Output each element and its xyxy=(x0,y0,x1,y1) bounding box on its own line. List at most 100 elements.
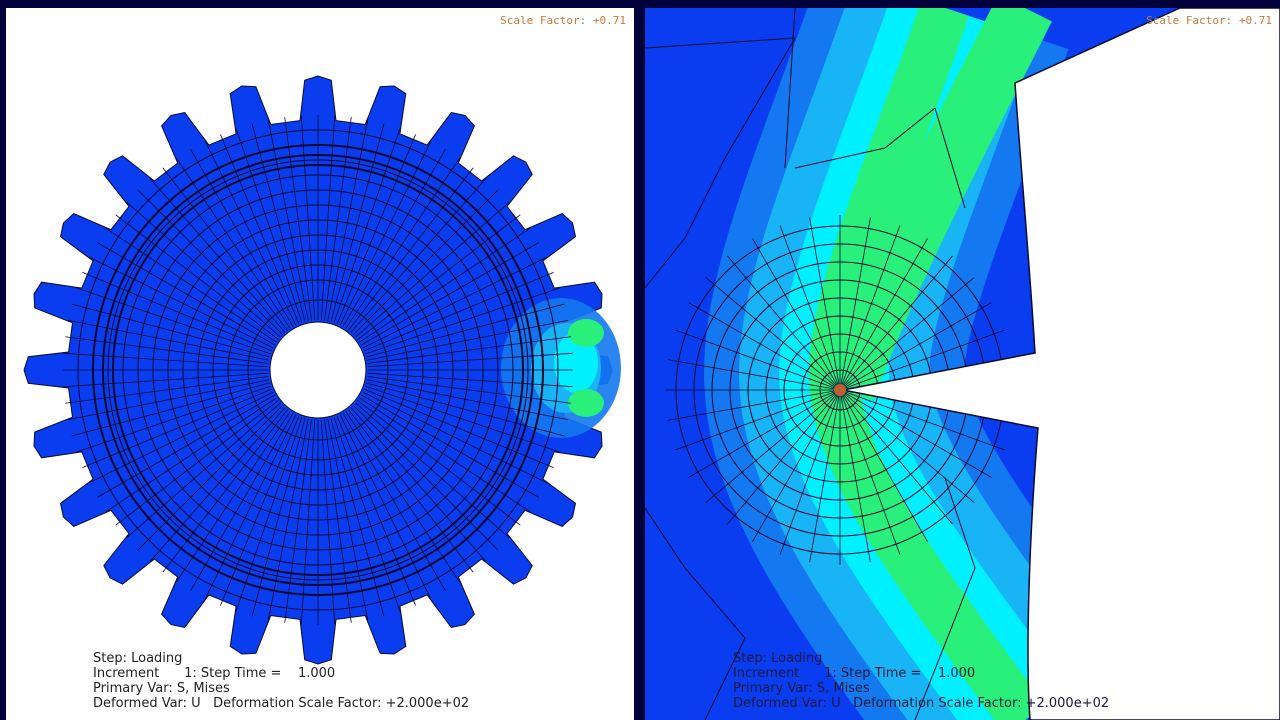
mesh-line xyxy=(327,119,369,322)
mesh-line xyxy=(324,419,352,623)
increment-label: Increment 1: Step Time = 1.000 xyxy=(733,666,976,681)
mesh-line xyxy=(779,389,841,555)
mesh-line xyxy=(137,189,283,335)
mesh-line xyxy=(884,107,936,149)
mesh-line xyxy=(190,413,294,592)
mesh-line xyxy=(675,389,841,451)
mesh-line xyxy=(220,416,300,606)
mesh-line xyxy=(320,115,336,321)
mesh-line xyxy=(339,414,432,599)
mesh-line xyxy=(839,277,975,391)
mesh-line xyxy=(705,277,841,391)
primary-var-label: Primary Var: S, Mises xyxy=(733,681,870,696)
gear-overview-viewport[interactable]: Scale Factor: +0.71 Step: Loading Increm… xyxy=(6,8,634,720)
mesh-line xyxy=(284,117,312,321)
mesh-line xyxy=(705,389,841,503)
mesh-line xyxy=(839,302,992,391)
mesh-line xyxy=(839,389,953,525)
mesh-line xyxy=(704,637,746,720)
mesh-line xyxy=(809,389,841,563)
mesh-line xyxy=(684,157,726,239)
mesh-line xyxy=(126,402,281,539)
mesh-line xyxy=(645,237,686,289)
mesh-line xyxy=(251,123,306,322)
mesh-line xyxy=(361,242,540,346)
mesh-line xyxy=(364,272,554,352)
step-label: Step: Loading xyxy=(733,651,823,666)
mesh-line xyxy=(89,256,274,349)
mesh-line xyxy=(137,405,283,551)
mesh-line xyxy=(645,507,686,569)
stress-band xyxy=(554,333,598,393)
mesh-line xyxy=(688,302,841,391)
mesh-line xyxy=(365,385,560,453)
mesh-line xyxy=(362,256,547,349)
mesh-line xyxy=(839,238,928,391)
mesh-line xyxy=(336,134,416,324)
mesh-line xyxy=(348,409,474,573)
mesh-line xyxy=(63,352,269,368)
mesh-line xyxy=(839,389,901,555)
mesh-line xyxy=(366,382,565,437)
stress-band xyxy=(568,389,604,417)
mesh-line xyxy=(300,419,316,625)
scale-factor-label: Scale Factor: +0.71 xyxy=(500,14,626,27)
mesh-line xyxy=(267,418,309,621)
mesh-line xyxy=(724,37,796,159)
mesh-line xyxy=(366,319,569,361)
mesh-line xyxy=(359,397,531,513)
mesh-line xyxy=(353,405,499,551)
mesh-line xyxy=(839,389,928,542)
mesh-line xyxy=(220,134,300,324)
mesh-line xyxy=(126,201,281,338)
mesh-line xyxy=(839,255,953,391)
mesh-line xyxy=(367,376,571,404)
stress-band xyxy=(816,8,1052,401)
mesh-line xyxy=(267,119,309,322)
mesh-line xyxy=(355,201,510,338)
mesh-line xyxy=(339,141,432,326)
mesh-line xyxy=(645,37,796,49)
mesh-line xyxy=(67,379,270,421)
mesh-line xyxy=(105,227,277,343)
mesh-line xyxy=(367,352,573,368)
mesh-line xyxy=(65,336,269,364)
increment-label: Increment 1: Step Time = 1.000 xyxy=(93,666,336,681)
mesh-line xyxy=(367,372,573,388)
mesh-line xyxy=(65,376,269,404)
mesh-line xyxy=(366,303,565,358)
mesh-line xyxy=(333,417,401,612)
mesh-line xyxy=(752,238,841,391)
mesh-line xyxy=(330,418,385,617)
mesh-line xyxy=(362,391,547,484)
mesh-line xyxy=(348,167,474,331)
mesh-line xyxy=(115,400,279,526)
gear-bore xyxy=(269,321,367,419)
mesh-line xyxy=(190,148,294,327)
mesh-line xyxy=(71,382,270,437)
mesh-line xyxy=(251,418,306,617)
mesh-line xyxy=(96,242,275,346)
mesh-line xyxy=(350,178,487,333)
mesh-line xyxy=(839,389,871,563)
mesh-line xyxy=(727,255,841,391)
mesh-line xyxy=(105,397,277,513)
step-label: Step: Loading xyxy=(93,651,183,666)
scale-factor-label: Scale Factor: +0.71 xyxy=(1146,14,1272,27)
mesh-line xyxy=(684,567,746,639)
mesh-line xyxy=(839,389,992,478)
mesh-line xyxy=(162,409,288,573)
mesh-line xyxy=(365,287,560,355)
mesh-line xyxy=(320,419,336,625)
mesh-line xyxy=(67,319,270,361)
mesh-line xyxy=(839,389,1005,451)
crack-tip-zoom-viewport[interactable]: Scale Factor: +0.71 Step: Loading Increm… xyxy=(645,8,1280,720)
mesh-line xyxy=(914,567,976,720)
mesh-line xyxy=(350,407,487,562)
mesh-line xyxy=(76,385,271,453)
mesh-line xyxy=(727,389,841,525)
mesh-line xyxy=(667,389,841,421)
mesh-line xyxy=(162,167,288,331)
mesh-line xyxy=(330,123,385,322)
mesh-line xyxy=(96,394,275,498)
